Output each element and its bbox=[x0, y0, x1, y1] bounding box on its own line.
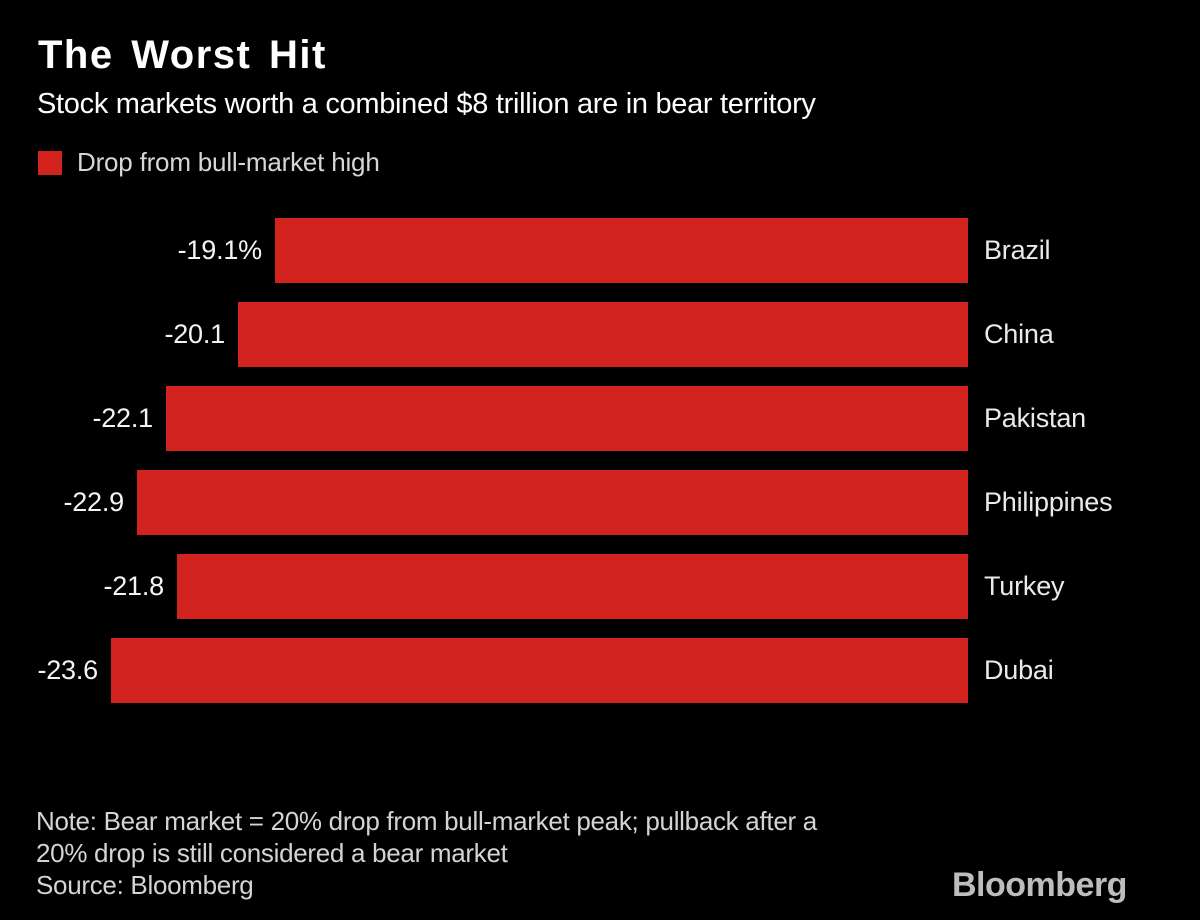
bar-row: -21.8 Turkey bbox=[0, 554, 1200, 619]
bar-chart: -19.1% Brazil -20.1 China -22.1 Pakistan… bbox=[0, 218, 1200, 703]
bar-row: -19.1% Brazil bbox=[0, 218, 1200, 283]
note-line: Note: Bear market = 20% drop from bull-m… bbox=[36, 806, 817, 836]
bar-row: -22.9 Philippines bbox=[0, 470, 1200, 535]
bar-category-label: China bbox=[984, 319, 1054, 349]
note-line: 20% drop is still considered a bear mark… bbox=[36, 838, 508, 868]
footnote: Note: Bear market = 20% drop from bull-m… bbox=[36, 805, 817, 901]
bar-row: -20.1 China bbox=[0, 302, 1200, 367]
bloomberg-logo: Bloomberg bbox=[952, 866, 1127, 904]
bar-row: -22.1 Pakistan bbox=[0, 386, 1200, 451]
bar-row: -23.6 Dubai bbox=[0, 638, 1200, 703]
chart-subtitle: Stock markets worth a combined $8 trilli… bbox=[37, 88, 816, 120]
bar bbox=[166, 386, 968, 451]
bar-category-label: Philippines bbox=[984, 487, 1113, 517]
bar bbox=[111, 638, 968, 703]
chart-title: The Worst Hit bbox=[38, 33, 327, 77]
bar-category-label: Brazil bbox=[984, 235, 1051, 265]
bar bbox=[238, 302, 968, 367]
bar-category-label: Turkey bbox=[984, 571, 1065, 601]
bar bbox=[177, 554, 968, 619]
bar-value-label: -22.1 bbox=[92, 403, 153, 433]
bar-value-label: -19.1% bbox=[177, 235, 263, 265]
source-label: Source: Bloomberg bbox=[36, 870, 254, 900]
bar-value-label: -22.9 bbox=[63, 487, 124, 517]
bar-value-label: -20.1 bbox=[164, 319, 225, 349]
legend-label: Drop from bull-market high bbox=[77, 147, 380, 177]
bar-category-label: Pakistan bbox=[984, 403, 1086, 433]
bar bbox=[275, 218, 968, 283]
bar-value-label: -23.6 bbox=[37, 655, 98, 685]
bar bbox=[137, 470, 968, 535]
legend-swatch-icon bbox=[38, 150, 62, 175]
bar-value-label: -21.8 bbox=[103, 571, 164, 601]
legend: Drop from bull-market high bbox=[38, 147, 380, 178]
bar-category-label: Dubai bbox=[984, 655, 1054, 685]
